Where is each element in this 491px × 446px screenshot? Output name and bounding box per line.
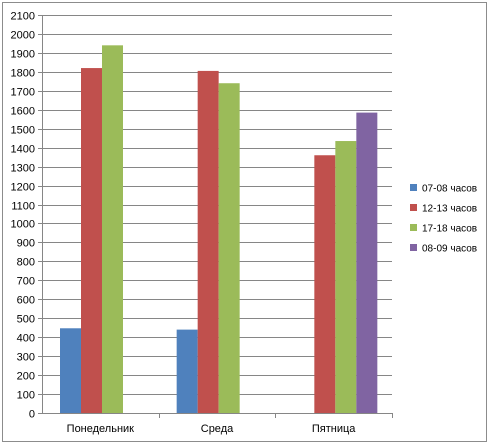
y-tick-label: 100: [17, 390, 35, 402]
y-tick-label: 1200: [11, 182, 35, 194]
y-tick-label: 1000: [11, 219, 35, 231]
y-tick-label: 2000: [11, 30, 35, 42]
bar: [102, 45, 123, 413]
bar: [60, 328, 81, 413]
y-tick-label: 400: [17, 333, 35, 345]
legend-label: 07-08 часов: [422, 184, 477, 195]
legend-swatch: [410, 244, 417, 251]
legend-swatch: [410, 204, 417, 211]
y-tick-label: 900: [17, 238, 35, 250]
x-tick-label: Понедельник: [67, 423, 135, 435]
bar: [197, 70, 219, 414]
legend-label: 12-13 часов: [422, 204, 477, 215]
bar: [176, 329, 198, 413]
y-tick-label: 1700: [11, 87, 35, 99]
y-tick-label: 600: [17, 295, 35, 307]
y-tick-label: 1400: [11, 144, 35, 156]
legend-label: 17-18 часов: [422, 224, 477, 235]
y-tick-label: 700: [17, 276, 35, 288]
y-tick-label: 500: [17, 314, 35, 326]
y-tick-label: 1300: [11, 163, 35, 175]
x-tick-label: Среда: [201, 423, 234, 435]
y-tick-label: 1500: [11, 125, 35, 137]
bar: [335, 141, 357, 414]
y-tick-label: 200: [17, 371, 35, 383]
y-tick-label: 0: [29, 409, 35, 421]
legend-swatch: [410, 224, 417, 231]
y-tick-label: 1800: [11, 68, 35, 80]
y-tick-label: 1100: [11, 201, 35, 213]
bars: [60, 45, 378, 414]
x-tick-label: Пятница: [312, 423, 356, 435]
bar: [356, 112, 378, 413]
y-tick-label: 1900: [11, 49, 35, 61]
x-tick-labels: Понедельник Среда Пятница: [67, 423, 357, 435]
bar: [314, 155, 336, 413]
legend-swatch: [410, 184, 417, 191]
legend: 07-08 часов 12-13 часов 17-18 часов 08-09 ч…: [410, 184, 477, 255]
y-tick-label: 800: [17, 257, 35, 269]
bar: [81, 68, 102, 414]
y-tick-labels: 0 100 200 300 400 500 600 700 800 900 1000 1100 1200…: [11, 11, 35, 421]
axes: [38, 15, 393, 418]
y-tick-label: 1600: [11, 106, 35, 118]
bar: [218, 83, 240, 413]
legend-label: 08-09 часов: [422, 244, 477, 255]
y-tick-label: 2100: [11, 11, 35, 23]
y-tick-label: 300: [17, 352, 35, 364]
